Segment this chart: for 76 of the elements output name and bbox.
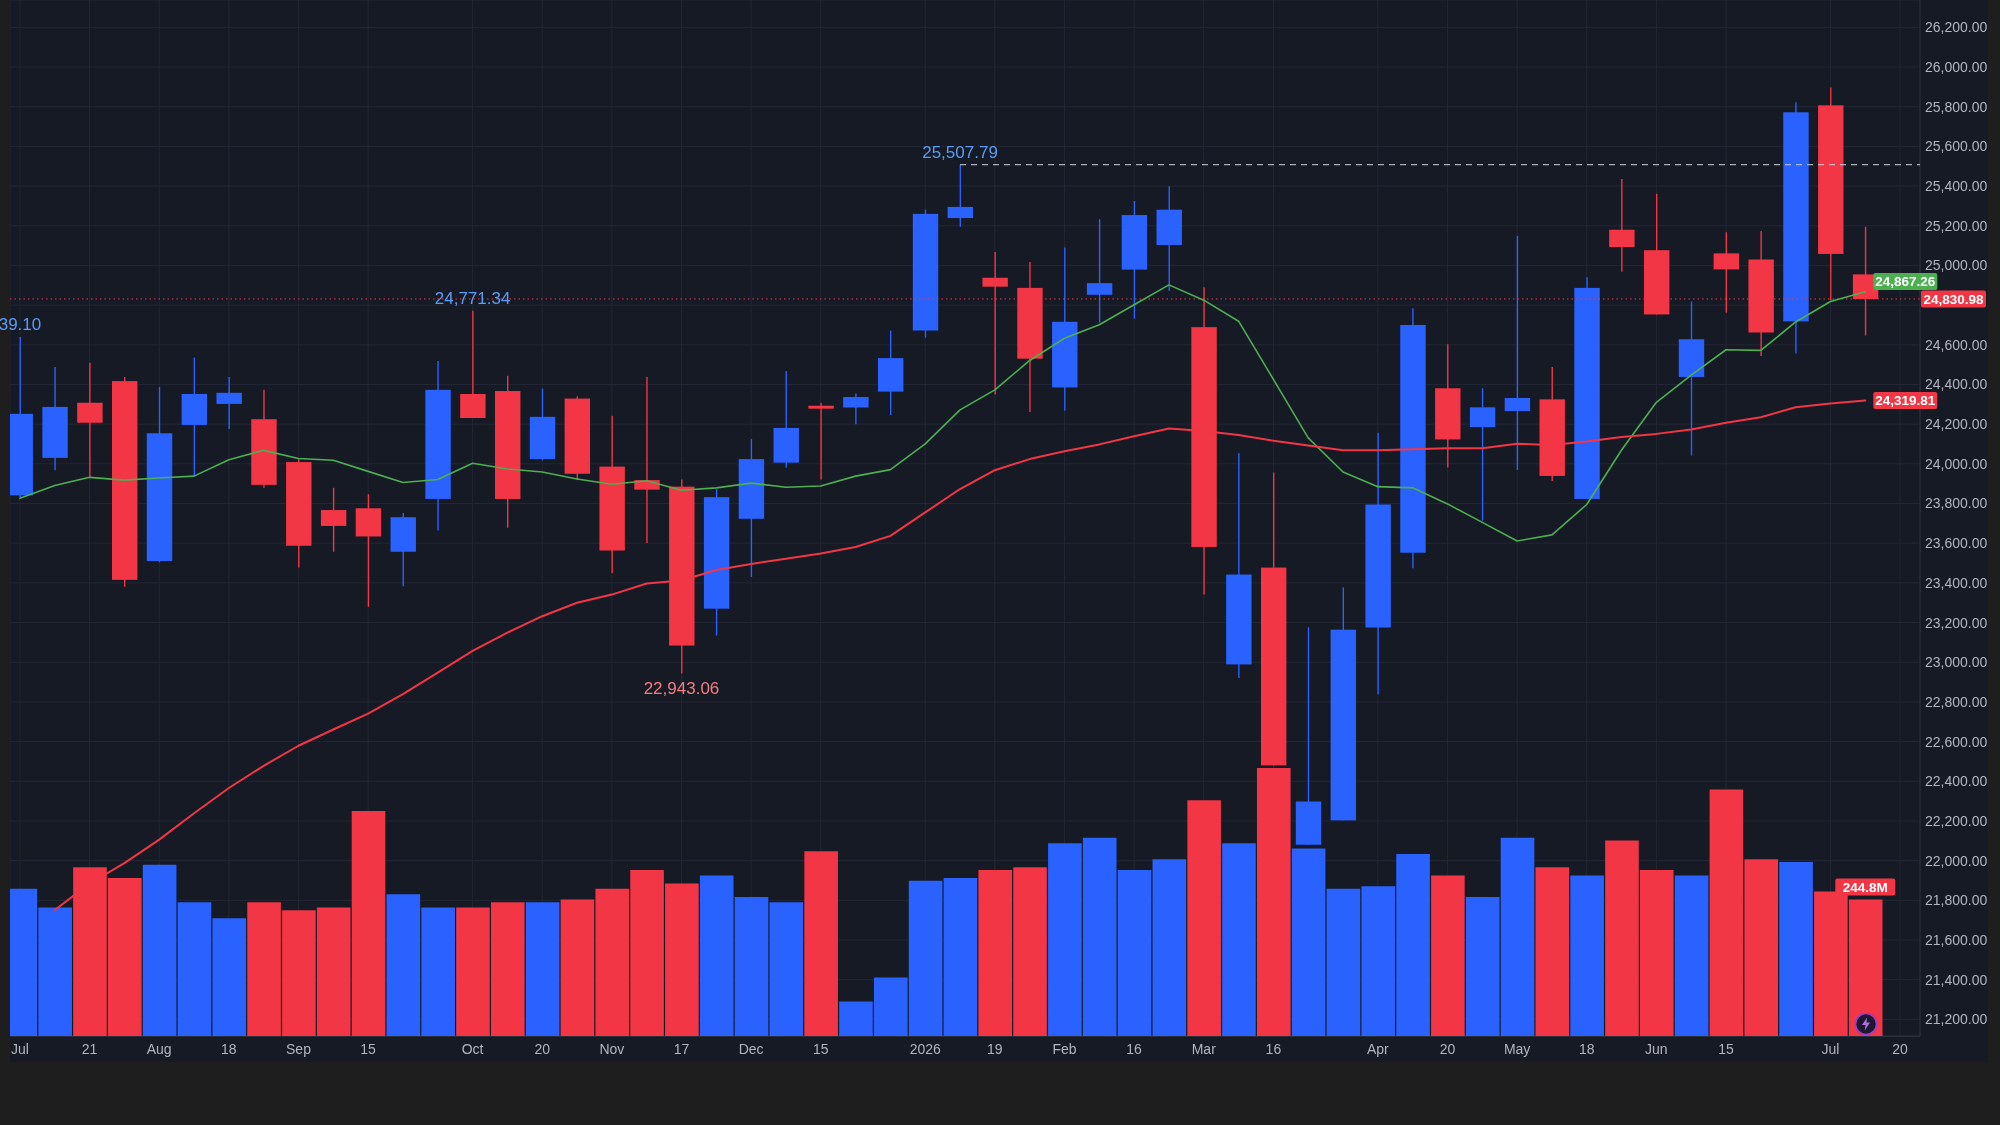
x-tick-label: May bbox=[1503, 1040, 1531, 1057]
bar bbox=[1431, 875, 1465, 1037]
annotation: 22,943.06 bbox=[643, 679, 720, 699]
x-tick-label: Jul bbox=[10, 1040, 29, 1057]
x-tick-label: 16 bbox=[1126, 1040, 1143, 1057]
x-tick-label: Dec bbox=[738, 1040, 764, 1057]
x-tick-label: 18 bbox=[221, 1040, 237, 1057]
bar bbox=[1779, 861, 1813, 1037]
x-tick-label: Sep bbox=[286, 1040, 312, 1057]
y-tick-label: 25,800.00 bbox=[1925, 98, 1988, 115]
x-tick-label: 20 bbox=[1439, 1040, 1456, 1057]
bar bbox=[1152, 859, 1187, 1037]
x-tick-label: 15 bbox=[812, 1040, 829, 1057]
y-tick-label: 22,600.00 bbox=[1925, 733, 1988, 750]
x-tick-label: Mar bbox=[1191, 1040, 1217, 1057]
y-tick-label: 23,800.00 bbox=[1925, 495, 1988, 512]
x-tick-label: Jul bbox=[1821, 1040, 1840, 1057]
y-tick-label: 21,200.00 bbox=[1925, 1011, 1988, 1028]
bar bbox=[769, 902, 804, 1037]
y-tick-label: 22,200.00 bbox=[1925, 812, 1988, 829]
candlestick bbox=[1504, 235, 1531, 471]
x-tick-label: 19 bbox=[987, 1040, 1003, 1057]
bar bbox=[1291, 848, 1326, 1037]
y-tick-label: 25,200.00 bbox=[1925, 217, 1988, 234]
y-tick-label: 22,000.00 bbox=[1925, 852, 1988, 869]
y-tick-label: 24,200.00 bbox=[1925, 416, 1988, 433]
bar bbox=[525, 902, 560, 1037]
y-tick-label: 24,000.00 bbox=[1925, 455, 1988, 472]
annotation: 25,507.79 bbox=[922, 142, 998, 162]
y-tick-label: 22,800.00 bbox=[1925, 693, 1988, 710]
y-tick-label: 25,000.00 bbox=[1925, 257, 1988, 274]
x-tick-label: 2026 bbox=[909, 1040, 941, 1057]
annotation: 39.10 bbox=[0, 315, 42, 335]
y-tick-label: 26,000.00 bbox=[1925, 59, 1988, 76]
y-tick-label: 22,400.00 bbox=[1925, 773, 1988, 790]
x-tick-label: 18 bbox=[1578, 1040, 1595, 1057]
bar bbox=[1674, 875, 1709, 1037]
x-tick-label: Nov bbox=[599, 1040, 625, 1057]
data-label: 24,867.26 bbox=[1875, 274, 1936, 290]
bar bbox=[142, 864, 177, 1037]
bar bbox=[1222, 843, 1256, 1037]
data-label: 24,319.81 bbox=[1875, 393, 1936, 409]
x-tick-label: Jun bbox=[1645, 1040, 1668, 1057]
annotation: 24,771.34 bbox=[434, 288, 511, 308]
y-tick-label: 24,400.00 bbox=[1925, 376, 1988, 393]
y-tick-label: 23,400.00 bbox=[1925, 574, 1988, 591]
y-tick-label: 24,600.00 bbox=[1925, 336, 1988, 353]
x-tick-label: Oct bbox=[461, 1040, 484, 1057]
y-tick-label: 25,600.00 bbox=[1925, 138, 1988, 155]
y-tick-label: 21,600.00 bbox=[1925, 931, 1988, 948]
y-tick-label: 23,200.00 bbox=[1925, 614, 1988, 631]
annotation: 244.8M bbox=[1842, 879, 1888, 895]
x-tick-label: 20 bbox=[1892, 1040, 1909, 1057]
bar bbox=[1535, 867, 1570, 1037]
bar bbox=[804, 851, 838, 1037]
x-tick-label: 20 bbox=[534, 1040, 551, 1057]
candlestick bbox=[1086, 218, 1113, 324]
x-tick-label: 15 bbox=[1718, 1040, 1735, 1057]
x-tick-label: 15 bbox=[360, 1040, 377, 1057]
y-tick-label: 26,200.00 bbox=[1925, 19, 1988, 36]
y-tick-label: 25,400.00 bbox=[1925, 178, 1988, 195]
bar bbox=[1570, 875, 1604, 1037]
bar bbox=[943, 878, 978, 1037]
ref-line-label: 24,830.98 bbox=[1923, 291, 1985, 307]
y-tick-label: 23,000.00 bbox=[1925, 654, 1988, 671]
candlestick bbox=[808, 402, 834, 481]
bar bbox=[1187, 800, 1221, 1037]
x-tick-label: Feb bbox=[1052, 1040, 1077, 1057]
x-tick-label: 17 bbox=[673, 1040, 690, 1057]
y-tick-label: 23,600.00 bbox=[1925, 535, 1988, 552]
x-tick-label: 21 bbox=[81, 1040, 98, 1057]
x-tick-label: Aug bbox=[146, 1040, 172, 1057]
x-tick-label: 16 bbox=[1265, 1040, 1282, 1057]
x-tick-label: Apr bbox=[1366, 1040, 1390, 1057]
y-tick-label: 21,800.00 bbox=[1925, 892, 1988, 909]
y-tick-label: 21,400.00 bbox=[1925, 971, 1988, 988]
